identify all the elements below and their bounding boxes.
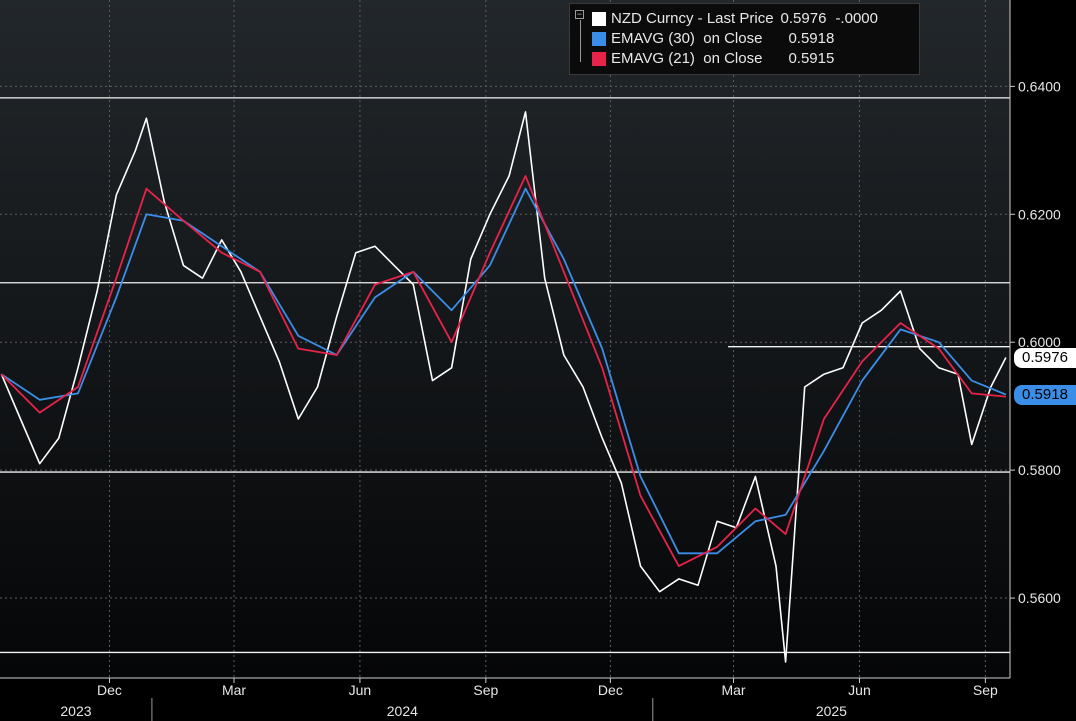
x-tick-label: Mar [721,682,745,698]
grid [0,0,1010,678]
x-tick-label: Jun [848,682,871,698]
year-label: 2023 [60,703,91,719]
legend-row-ema21[interactable]: EMAVG (21) on Close 0.5915 [592,49,834,69]
legend-label: NZD Curncy - Last Price [611,10,774,27]
legend[interactable]: − NZD Curncy - Last Price 0.5976 -.0000 … [569,3,920,75]
last-price-swatch [592,12,606,26]
ema30-series[interactable] [0,187,1007,555]
y-tick-label: 0.5600 [1018,590,1061,606]
x-tick-label: Sep [973,682,998,698]
legend-label: EMAVG (30) on Close [611,30,763,47]
y-tick-label: 0.5800 [1018,462,1061,478]
legend-row-last-price[interactable]: NZD Curncy - Last Price 0.5976 -.0000 [592,9,878,29]
legend-value: 0.5976 [780,10,827,27]
legend-value: 0.5918 [788,30,835,47]
year-label: 2024 [387,703,418,719]
ema30-swatch [592,32,606,46]
reference-lines [0,97,1010,654]
x-tick-label: Dec [598,682,623,698]
y-tick-label: 0.6400 [1018,78,1061,94]
year-label: 2025 [816,703,847,719]
x-tick-label: Sep [473,682,498,698]
last-price-series[interactable] [0,111,1007,663]
legend-bracket [580,20,587,62]
legend-label: EMAVG (21) on Close [611,50,763,67]
y-tick-label: 0.6200 [1018,206,1061,222]
legend-value: 0.5915 [788,50,835,67]
ema30-price-tag: 0.5918 [1014,384,1076,405]
x-tick-label: Jun [349,682,372,698]
legend-change: -.0000 [835,10,878,27]
last-price-tag: 0.5976 [1014,347,1076,368]
legend-row-ema30[interactable]: EMAVG (30) on Close 0.5918 [592,29,834,49]
x-tick-label: Dec [97,682,122,698]
y-tick-label: 0.6000 [1018,334,1061,350]
series-layer[interactable] [0,111,1007,663]
ema21-series[interactable] [0,175,1006,567]
x-tick-label: Mar [222,682,246,698]
plot-background [0,0,1010,678]
ema21-swatch [592,52,606,66]
collapse-icon[interactable]: − [575,9,584,19]
